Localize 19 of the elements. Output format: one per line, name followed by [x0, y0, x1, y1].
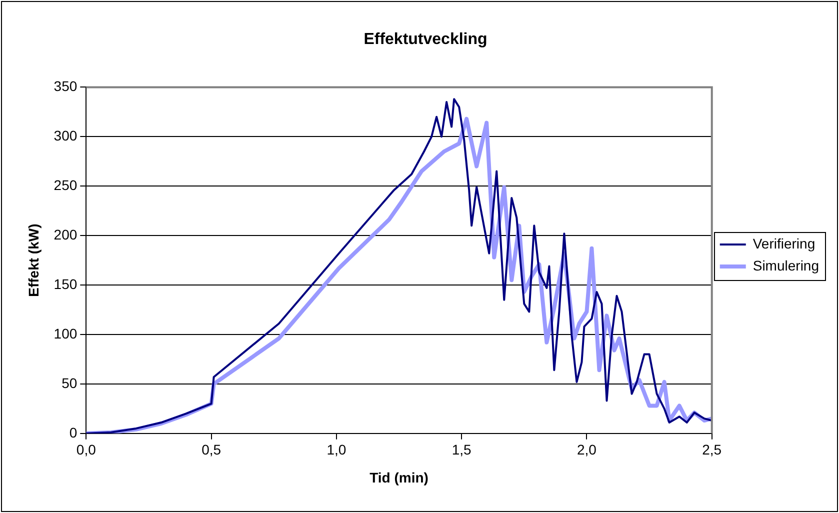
y-tick-label: 150: [54, 276, 78, 292]
x-tick-label: 2,5: [702, 442, 722, 458]
x-tick-label: 0,0: [76, 442, 96, 458]
x-axis-title: Tid (min): [370, 469, 428, 486]
y-tick-label: 0: [69, 424, 78, 440]
y-tick-label: 100: [54, 325, 78, 342]
x-tick-label: 1,5: [452, 442, 472, 458]
y-tick-label: 350: [54, 78, 78, 94]
y-tick-label: 250: [54, 176, 78, 193]
y-tick-label: 300: [54, 128, 78, 144]
legend-label: Simulering: [752, 257, 820, 274]
y-axis-title: Effekt (kW): [25, 224, 42, 297]
legend-label: Verifiering: [752, 235, 816, 252]
y-tick-label: 200: [54, 226, 78, 242]
x-tick-label: 0,5: [202, 442, 222, 458]
y-tick-label: 50: [62, 374, 78, 391]
x-tick-label: 1,0: [326, 442, 346, 458]
chart-title: Effektutveckling: [364, 31, 488, 48]
x-tick-label: 2,0: [576, 442, 597, 458]
